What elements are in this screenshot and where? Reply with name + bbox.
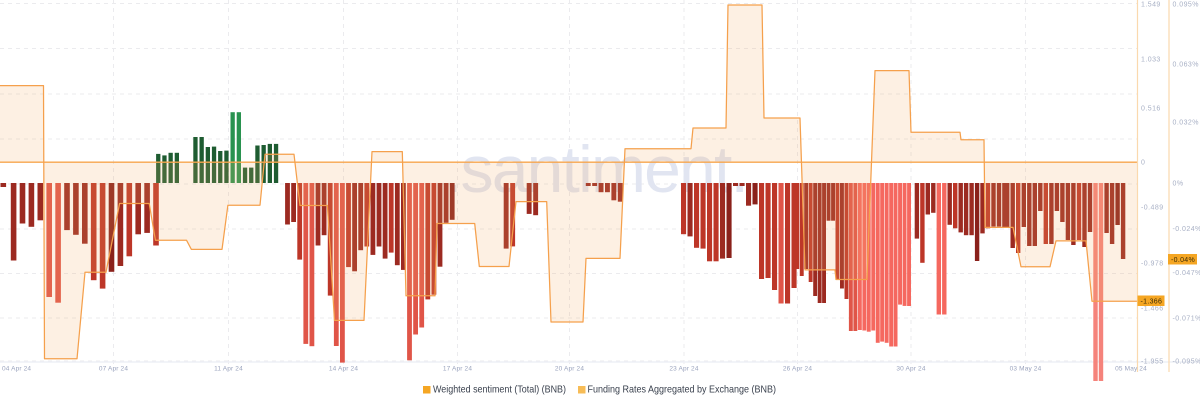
svg-text:-0.095%: -0.095%	[1173, 358, 1200, 365]
svg-text:Funding Rates Aggregated by Ex: Funding Rates Aggregated by Exchange (BN…	[588, 384, 777, 396]
svg-text:30 Apr 24: 30 Apr 24	[896, 366, 925, 373]
svg-text:03 May 24: 03 May 24	[1010, 366, 1042, 373]
svg-text:17 Apr 24: 17 Apr 24	[443, 366, 472, 373]
svg-text:0.095%: 0.095%	[1173, 1, 1199, 8]
svg-text:-0.04%: -0.04%	[1171, 257, 1195, 264]
svg-text:0%: 0%	[1173, 181, 1184, 188]
svg-text:07 Apr 24: 07 Apr 24	[99, 366, 128, 373]
svg-text:Weighted sentiment (Total) (BN: Weighted sentiment (Total) (BNB)	[433, 384, 566, 396]
svg-text:-0.489: -0.489	[1141, 204, 1164, 211]
svg-text:14 Apr 24: 14 Apr 24	[329, 366, 358, 373]
svg-text:0: 0	[1141, 159, 1145, 166]
svg-text:-1.466: -1.466	[1141, 305, 1164, 312]
svg-text:1.033: 1.033	[1141, 56, 1161, 63]
svg-text:-1.955: -1.955	[1141, 358, 1164, 365]
svg-text:-0.071%: -0.071%	[1173, 315, 1200, 322]
svg-text:0.032%: 0.032%	[1173, 119, 1199, 126]
svg-text:11 Apr 24: 11 Apr 24	[214, 366, 243, 373]
svg-text:26 Apr 24: 26 Apr 24	[783, 366, 812, 373]
svg-text:05 May 24: 05 May 24	[1115, 366, 1147, 373]
svg-text:-0.978: -0.978	[1141, 260, 1164, 267]
svg-text:-0.024%: -0.024%	[1173, 226, 1200, 233]
svg-text:20 Apr 24: 20 Apr 24	[555, 366, 584, 373]
svg-text:04 Apr 24: 04 Apr 24	[2, 366, 31, 373]
svg-text:1.549: 1.549	[1141, 1, 1161, 8]
svg-text:-0.047%: -0.047%	[1173, 270, 1200, 277]
svg-text:0.063%: 0.063%	[1173, 61, 1199, 68]
svg-text:23 Apr 24: 23 Apr 24	[669, 366, 698, 373]
svg-text:0.516: 0.516	[1141, 105, 1161, 112]
svg-text:-1.366: -1.366	[1141, 298, 1163, 305]
